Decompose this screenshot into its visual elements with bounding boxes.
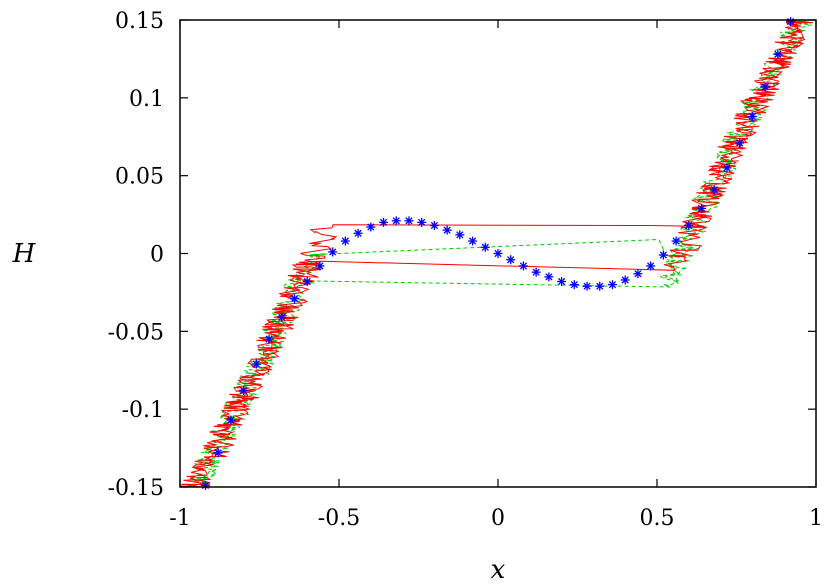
- data-point-marker: [277, 312, 287, 322]
- data-point-marker: [404, 216, 414, 226]
- data-point-marker: [607, 280, 617, 290]
- x-tick-label: 1: [809, 506, 823, 531]
- data-point-marker: [582, 281, 592, 291]
- y-tick-label: -0.15: [108, 476, 164, 501]
- data-point-marker: [493, 249, 503, 258]
- data-point-marker: [518, 261, 528, 271]
- y-tick-label: 0: [150, 243, 164, 268]
- data-point-marker: [251, 359, 261, 369]
- data-point-marker: [658, 250, 668, 260]
- axis-ticks: -1 -0.5 0 0.5 1 -0.15 -0.1 -0.05 0 0.05 0.1 0.15: [108, 9, 823, 531]
- data-point-marker: [340, 236, 350, 246]
- data-point-marker: [633, 269, 643, 279]
- x-tick-label: 0.5: [640, 506, 675, 531]
- data-point-marker: [735, 138, 745, 148]
- data-point-marker: [747, 112, 757, 122]
- x-tick-label: -0.5: [318, 506, 360, 531]
- data-point-marker: [506, 255, 516, 265]
- data-point-marker: [315, 261, 325, 271]
- data-point-marker: [391, 216, 401, 226]
- data-point-marker: [569, 280, 579, 290]
- x-tick-label: 0: [491, 506, 505, 531]
- data-point-marker: [709, 185, 719, 195]
- data-point-marker: [200, 480, 210, 490]
- y-tick-label: -0.1: [122, 398, 164, 423]
- data-point-marker: [697, 203, 707, 213]
- x-tick-label: -1: [169, 506, 190, 531]
- data-point-marker: [289, 294, 299, 304]
- data-point-marker: [620, 275, 630, 285]
- data-point-marker: [468, 236, 478, 246]
- data-point-marker: [417, 217, 427, 227]
- data-point-marker: [557, 277, 567, 287]
- data-point-marker: [595, 281, 605, 291]
- data-point-marker: [353, 228, 363, 238]
- y-tick-label: -0.05: [108, 320, 164, 345]
- data-point-marker: [531, 267, 541, 277]
- data-point-marker: [264, 334, 274, 344]
- data-point-marker: [786, 17, 796, 27]
- data-point-marker: [328, 247, 338, 257]
- data-point-marker: [429, 220, 439, 230]
- y-tick-label: 0.05: [115, 165, 164, 190]
- data-point-marker: [302, 277, 312, 287]
- data-point-marker: [773, 49, 783, 59]
- data-point-marker: [239, 385, 249, 395]
- y-tick-label: 0.15: [115, 9, 164, 34]
- data-point-marker: [646, 261, 656, 271]
- data-point-marker: [455, 230, 465, 240]
- y-axis-label: H: [12, 239, 37, 269]
- data-point-marker: [671, 236, 681, 246]
- y-tick-label: 0.1: [129, 87, 164, 112]
- data-point-marker: [379, 217, 389, 227]
- marker-series: [200, 17, 796, 490]
- data-point-marker: [442, 225, 452, 235]
- data-point-marker: [226, 415, 236, 425]
- x-axis-label: x: [491, 555, 506, 584]
- data-point-marker: [480, 242, 490, 252]
- data-point-marker: [213, 448, 223, 458]
- data-point-marker: [544, 272, 554, 282]
- data-point-marker: [722, 163, 732, 173]
- data-point-marker: [760, 82, 770, 92]
- data-point-marker: [366, 222, 376, 232]
- data-point-marker: [684, 220, 694, 230]
